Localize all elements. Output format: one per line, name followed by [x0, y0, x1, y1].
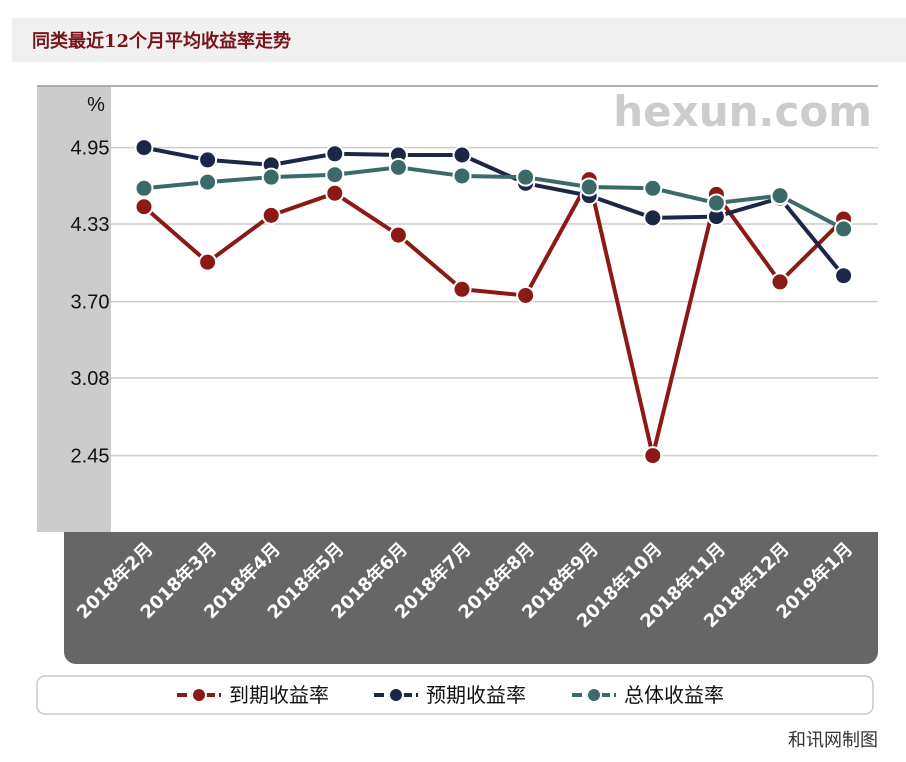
- data-point[interactable]: [388, 225, 408, 245]
- data-point[interactable]: [643, 178, 663, 198]
- data-point[interactable]: [452, 279, 472, 299]
- data-point[interactable]: [134, 178, 154, 198]
- data-point[interactable]: [134, 138, 154, 158]
- data-point[interactable]: [834, 266, 854, 286]
- y-tick-label: 4.33: [71, 214, 110, 236]
- legend-box: [36, 675, 874, 715]
- data-point[interactable]: [452, 166, 472, 186]
- y-tick-label: 2.45: [71, 446, 110, 468]
- data-point[interactable]: [706, 193, 726, 213]
- legend-marker: [388, 687, 404, 703]
- series-line: [142, 177, 846, 458]
- legend-label: 总体收益率: [624, 683, 724, 707]
- legend-marker: [191, 687, 207, 703]
- y-axis-band: [37, 86, 111, 532]
- data-point[interactable]: [452, 145, 472, 165]
- legend-item[interactable]: 总体收益率: [572, 683, 724, 707]
- data-point[interactable]: [261, 167, 281, 187]
- data-point[interactable]: [516, 285, 536, 305]
- title-bar: 同类最近12个月平均收益率走势: [12, 18, 906, 62]
- footer-credit: 和讯网制图: [788, 730, 878, 751]
- data-point[interactable]: [325, 183, 345, 203]
- data-point[interactable]: [834, 219, 854, 239]
- series-1: [134, 138, 854, 286]
- data-point[interactable]: [198, 252, 218, 272]
- y-axis-unit: %: [87, 94, 105, 116]
- watermark: hexun.com: [613, 87, 872, 136]
- y-tick-label: 4.95: [71, 138, 110, 160]
- series-line: [143, 165, 845, 231]
- series-line: [143, 145, 846, 278]
- data-point[interactable]: [134, 197, 154, 217]
- data-point[interactable]: [198, 150, 218, 170]
- y-tick-label: 3.08: [71, 368, 110, 390]
- y-tick-label: 3.70: [71, 292, 110, 314]
- data-point[interactable]: [643, 208, 663, 228]
- data-point[interactable]: [198, 172, 218, 192]
- legend-label: 预期收益率: [426, 683, 526, 707]
- data-point[interactable]: [770, 272, 790, 292]
- legend-label: 到期收益率: [229, 683, 329, 707]
- data-point[interactable]: [261, 205, 281, 225]
- data-point[interactable]: [643, 446, 663, 466]
- data-point[interactable]: [579, 177, 599, 197]
- data-point[interactable]: [325, 144, 345, 164]
- page-title: 同类最近12个月平均收益率走势: [32, 31, 292, 52]
- series-0: [134, 170, 854, 466]
- legend-item[interactable]: 预期收益率: [374, 683, 526, 707]
- x-axis-band-top-fill: [64, 532, 878, 548]
- data-point[interactable]: [770, 186, 790, 206]
- legend-marker: [586, 687, 602, 703]
- data-point[interactable]: [516, 167, 536, 187]
- data-point[interactable]: [325, 165, 345, 185]
- legend-item[interactable]: 到期收益率: [177, 683, 329, 707]
- series-2: [134, 157, 854, 239]
- x-axis-band: [64, 532, 878, 664]
- data-point[interactable]: [388, 157, 408, 177]
